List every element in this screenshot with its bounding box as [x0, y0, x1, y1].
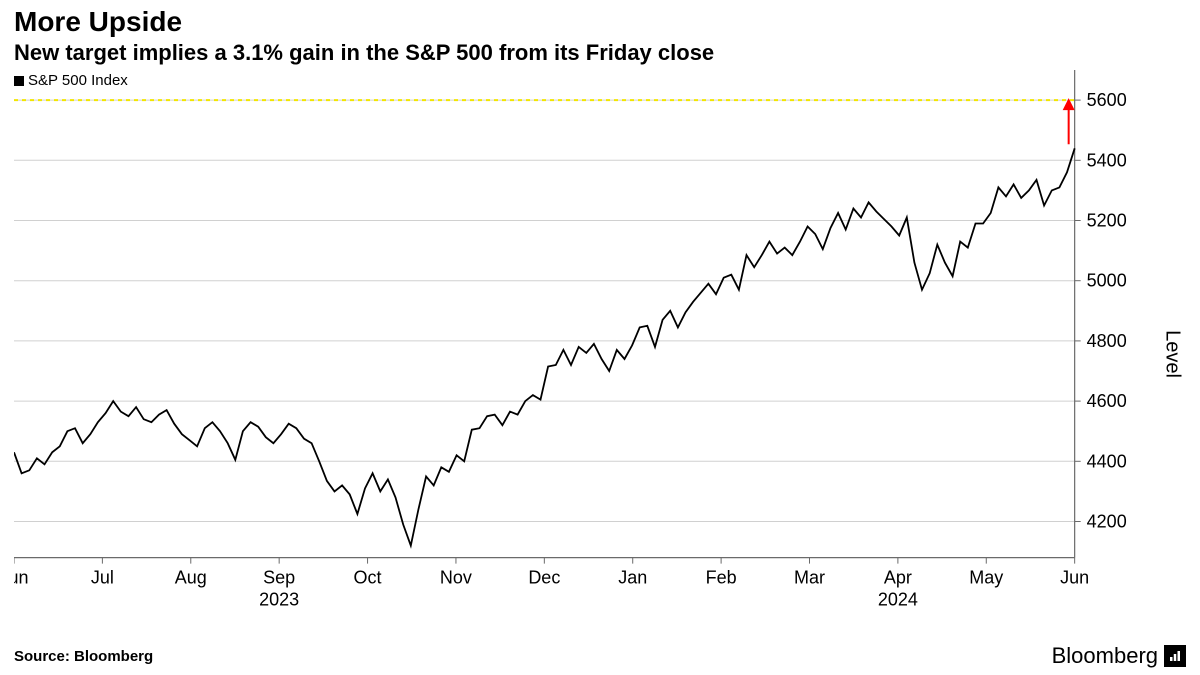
- svg-text:2023: 2023: [259, 590, 299, 610]
- chart-container: 4200 4400 4600 4800 5000 5200 5400 5600 Jun Jul Au…: [14, 70, 1186, 637]
- svg-text:Sep: Sep: [263, 568, 295, 588]
- svg-text:Jun: Jun: [14, 568, 29, 588]
- svg-text:4200: 4200: [1087, 512, 1127, 532]
- chart-subtitle: New target implies a 3.1% gain in the S&…: [0, 38, 1200, 70]
- svg-text:Aug: Aug: [175, 568, 207, 588]
- line-chart: 4200 4400 4600 4800 5000 5200 5400 5600 Jun Jul Au…: [14, 70, 1186, 637]
- svg-text:2024: 2024: [878, 590, 918, 610]
- svg-text:Mar: Mar: [794, 568, 825, 588]
- svg-text:4400: 4400: [1087, 451, 1127, 471]
- legend: S&P 500 Index: [14, 72, 128, 89]
- svg-text:Apr: Apr: [884, 568, 912, 588]
- chart-title: More Upside: [0, 0, 1200, 38]
- y-axis-label: Level: [1161, 330, 1184, 378]
- legend-label: S&P 500 Index: [28, 72, 128, 89]
- brand-glyph-icon: [1164, 645, 1186, 667]
- svg-text:Oct: Oct: [354, 568, 382, 588]
- source-text: Source: Bloomberg: [14, 648, 153, 665]
- svg-text:Nov: Nov: [440, 568, 472, 588]
- svg-text:4800: 4800: [1087, 331, 1127, 351]
- brand-logo: Bloomberg: [1052, 643, 1186, 669]
- svg-text:Dec: Dec: [528, 568, 560, 588]
- svg-text:5400: 5400: [1087, 150, 1127, 170]
- svg-text:Jan: Jan: [618, 568, 647, 588]
- svg-text:5200: 5200: [1087, 211, 1127, 231]
- brand-text: Bloomberg: [1052, 643, 1158, 669]
- svg-text:5000: 5000: [1087, 271, 1127, 291]
- svg-text:Jun: Jun: [1060, 568, 1089, 588]
- svg-text:Feb: Feb: [706, 568, 737, 588]
- svg-text:5600: 5600: [1087, 90, 1127, 110]
- legend-swatch-icon: [14, 76, 24, 86]
- svg-text:Jul: Jul: [91, 568, 114, 588]
- svg-text:4600: 4600: [1087, 391, 1127, 411]
- svg-text:May: May: [969, 568, 1003, 588]
